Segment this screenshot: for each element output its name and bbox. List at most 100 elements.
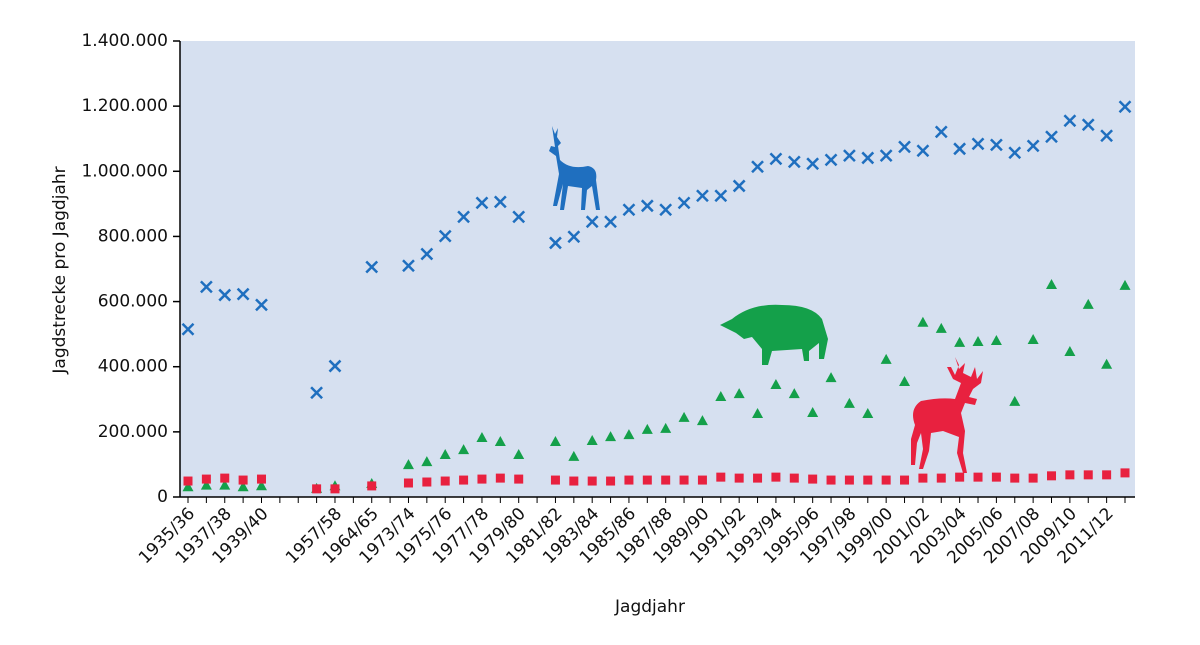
cross-marker xyxy=(475,196,489,210)
triangle-marker xyxy=(494,435,506,446)
y-tick-label: 1.000.000 xyxy=(81,161,168,181)
triangle-marker xyxy=(182,481,194,492)
triangle-marker xyxy=(568,450,580,461)
cross-marker xyxy=(751,160,764,174)
cross-marker xyxy=(824,153,838,167)
cross-stroke xyxy=(1063,114,1077,128)
y-tick-label: 600.000 xyxy=(98,292,168,312)
square-marker xyxy=(403,478,413,488)
square-marker xyxy=(697,475,707,485)
roe-deer-icon xyxy=(549,126,600,210)
cross-marker xyxy=(567,230,581,244)
plot-area xyxy=(180,41,1135,497)
cross-stroke xyxy=(199,280,213,294)
cross-marker xyxy=(604,215,617,229)
cross-stroke xyxy=(934,125,948,139)
triangle-marker xyxy=(715,391,727,402)
triangle-marker xyxy=(549,435,561,446)
square-marker xyxy=(808,474,818,484)
cross-marker xyxy=(659,203,673,217)
cross-stroke xyxy=(843,149,856,163)
square-marker xyxy=(238,475,248,485)
cross-stroke xyxy=(806,157,820,171)
y-tick-label: 0 xyxy=(157,487,168,507)
silhouettes xyxy=(549,126,983,473)
cross-stroke xyxy=(916,144,930,158)
cross-marker xyxy=(585,215,599,229)
triangle-marker xyxy=(1009,395,1021,406)
cross-stroke xyxy=(732,179,746,193)
cross-marker xyxy=(493,195,507,209)
cross-stroke xyxy=(255,298,268,312)
triangle-marker xyxy=(788,388,800,399)
cross-stroke xyxy=(567,230,581,244)
square-marker xyxy=(679,475,689,485)
cross-marker xyxy=(990,138,1003,152)
triangle-marker xyxy=(972,335,984,346)
square-marker xyxy=(220,473,230,483)
triangle-marker xyxy=(605,431,617,442)
cross-stroke xyxy=(181,322,195,336)
square-marker xyxy=(459,475,469,485)
square-marker xyxy=(312,484,322,494)
triangle-marker xyxy=(954,336,966,347)
square-marker xyxy=(955,472,965,482)
square-marker xyxy=(201,474,211,484)
square-marker xyxy=(716,472,726,482)
cross-stroke xyxy=(1045,130,1058,144)
triangle-marker xyxy=(1082,298,1094,309)
cross-stroke xyxy=(218,288,232,302)
cross-stroke xyxy=(879,149,893,163)
cross-stroke xyxy=(622,203,636,217)
x-axis-title: Jagdjahr xyxy=(614,597,685,617)
cross-stroke xyxy=(438,229,452,243)
square-marker xyxy=(844,475,854,485)
triangle-marker xyxy=(770,378,782,389)
square-marker xyxy=(881,475,891,485)
y-tick-label: 800.000 xyxy=(98,226,168,246)
triangle-marker xyxy=(439,448,451,459)
y-tick-label: 200.000 xyxy=(98,422,168,442)
square-marker xyxy=(440,476,450,486)
triangle-marker xyxy=(1027,334,1039,345)
cross-marker xyxy=(365,260,379,274)
square-marker xyxy=(606,476,616,486)
cross-stroke xyxy=(420,247,434,261)
cross-marker xyxy=(1100,129,1114,143)
triangle-marker xyxy=(458,444,470,455)
cross-stroke xyxy=(457,210,470,224)
square-marker xyxy=(1028,473,1038,483)
red-deer-icon xyxy=(911,357,983,473)
cross-marker xyxy=(640,199,654,213)
cross-marker xyxy=(898,140,911,154)
triangle-marker xyxy=(935,322,947,333)
triangle-marker xyxy=(402,459,414,470)
cross-marker xyxy=(255,298,268,312)
cross-marker xyxy=(622,203,636,217)
triangle-marker xyxy=(219,479,231,490)
cross-stroke xyxy=(604,215,617,229)
cross-marker xyxy=(420,247,434,261)
square-marker xyxy=(1083,470,1093,480)
square-marker xyxy=(587,476,597,486)
square-marker xyxy=(936,473,946,483)
square-marker xyxy=(1065,470,1075,480)
triangle-marker xyxy=(1064,346,1076,357)
triangle-marker xyxy=(899,376,911,387)
cross-stroke xyxy=(475,196,489,210)
triangle-marker xyxy=(641,423,653,434)
square-marker xyxy=(1010,473,1020,483)
cross-marker xyxy=(438,229,452,243)
cross-stroke xyxy=(898,140,911,154)
y-tick-label: 1.200.000 xyxy=(81,96,168,116)
triangle-marker xyxy=(696,415,708,426)
cross-stroke xyxy=(549,236,562,250)
triangle-marker xyxy=(421,456,433,467)
triangle-marker xyxy=(1046,278,1058,289)
triangle-marker xyxy=(678,411,690,422)
square-marker xyxy=(753,473,763,483)
square-marker xyxy=(918,473,928,483)
triangle-marker xyxy=(586,434,598,445)
cross-stroke xyxy=(677,196,691,210)
